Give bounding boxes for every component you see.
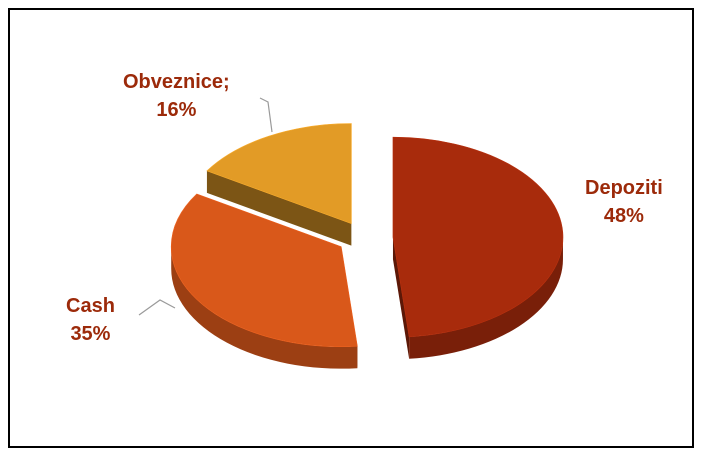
label-obveznice-name: Obveznice; [123,71,230,93]
leader-line-cash [138,299,176,316]
pie-chart [138,97,564,369]
label-obveznice-value: 16% [156,99,197,121]
label-cash-name: Cash [66,295,115,317]
slice-top-face [170,193,358,347]
label-depoziti-value: 48% [603,205,644,227]
slice-outer-wall [409,237,563,359]
label-depoziti-name: Depoziti [585,177,663,199]
slice-side-wall [392,237,410,359]
slice-outer-wall [171,246,358,369]
label-depoziti: Depoziti 48% [585,174,663,230]
pie-slice-cash [170,193,358,369]
label-cash-value: 35% [70,323,111,345]
slice-top-face [392,136,564,338]
leader-line-obveznice [259,97,273,133]
chart-frame: Depoziti 48% Cash 35% Obveznice; 16% [8,8,694,448]
pie-slice-depoziti [392,136,564,359]
pie-slice-obveznice [206,123,352,246]
label-obveznice: Obveznice; 16% [123,68,230,124]
label-cash: Cash 35% [66,292,115,348]
slice-side-wall [206,170,352,246]
slice-top-face [206,123,352,225]
